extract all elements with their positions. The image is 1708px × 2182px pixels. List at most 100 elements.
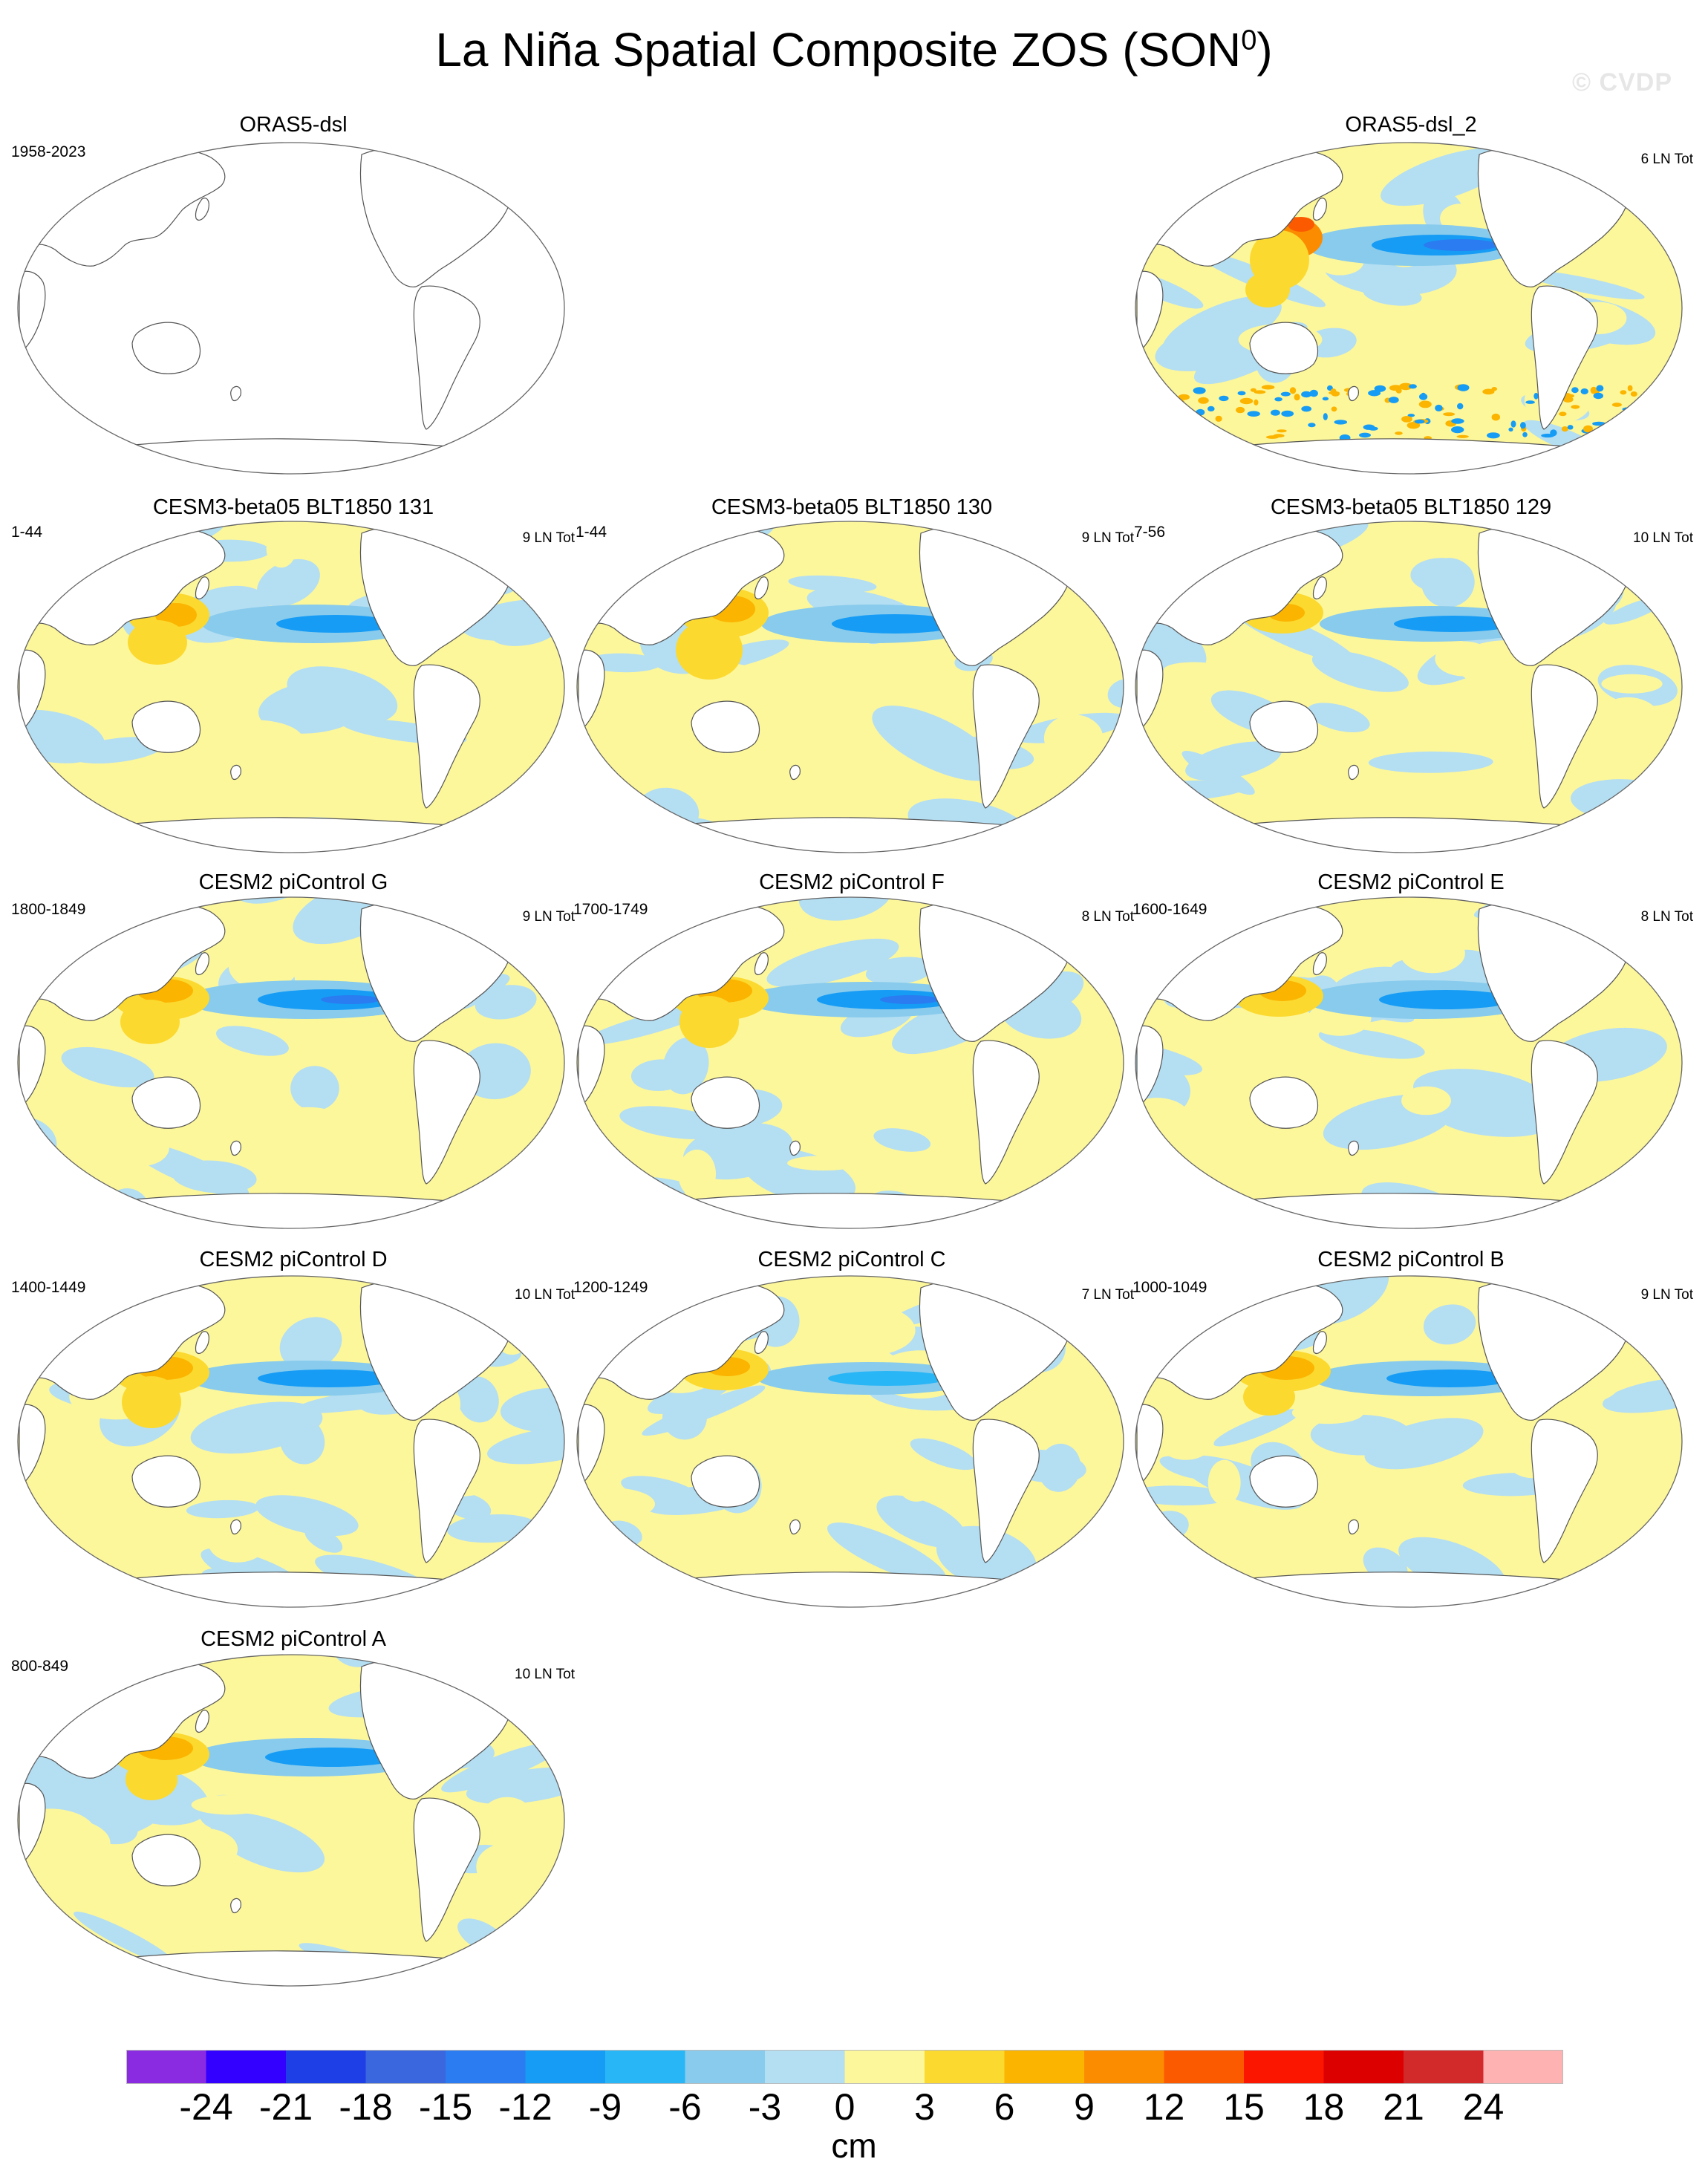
southern-ocean-noise: [1435, 404, 1443, 411]
negative-anomaly-patch: [865, 957, 934, 985]
colorbar-swatch-16: [1323, 2050, 1404, 2084]
colorbar-tick-label: -3: [748, 2086, 782, 2128]
positive-anomaly-patch: [757, 1040, 818, 1061]
southern-ocean-noise: [1274, 397, 1282, 402]
positive-anomaly-patch: [1291, 1401, 1364, 1424]
negative-anomaly-patch: [509, 521, 564, 552]
continent-new-zealand: [230, 1519, 241, 1535]
southern-ocean-noise: [1590, 386, 1597, 394]
panel-title-2: ORAS5-dsl_2: [1345, 113, 1477, 137]
negative-anomaly-patch: [186, 1499, 259, 1519]
southern-ocean-noise: [1294, 394, 1300, 401]
western-pacific-anomaly: [1243, 1378, 1295, 1416]
southern-ocean-noise: [1399, 382, 1412, 391]
continent-africa: [578, 1025, 605, 1110]
colorbar: [126, 2050, 1563, 2084]
continent-south-america: [972, 664, 1040, 809]
southern-ocean-noise: [1654, 404, 1659, 410]
panel-title-10: CESM2 piControl C: [757, 1248, 946, 1271]
continent-antarctica: [18, 438, 564, 474]
negative-anomaly-patch: [441, 1742, 562, 1793]
continent-new-zealand: [789, 1140, 801, 1156]
negative-anomaly-patch: [442, 521, 500, 540]
southern-ocean-noise: [1418, 400, 1432, 408]
positive-anomaly-patch: [1662, 272, 1682, 320]
southern-ocean-noise: [1309, 389, 1318, 397]
colorbar-units: cm: [831, 2126, 877, 2165]
equatorial-pacific-anomaly: [828, 1371, 947, 1386]
equatorial-pacific-anomaly: [276, 615, 395, 633]
positive-anomaly-patch: [1080, 913, 1118, 954]
southern-ocean-noise: [1642, 422, 1651, 428]
southern-ocean-noise: [1308, 423, 1316, 428]
southern-ocean-noise: [1280, 391, 1291, 397]
colorbar-swatch-3: [286, 2050, 366, 2084]
negative-anomaly-patch: [1435, 1099, 1553, 1137]
negative-anomaly-patch: [30, 1765, 135, 1816]
continent-japan: [754, 576, 769, 599]
southern-ocean-noise: [1368, 390, 1381, 397]
panel-count-7: 8 LN Tot: [1081, 909, 1134, 925]
continent-new-zealand: [230, 764, 241, 781]
panel-count-9: 10 LN Tot: [515, 1287, 575, 1303]
globe-outline: [1135, 142, 1683, 475]
colorbar-swatch-11: [925, 2050, 1005, 2084]
panel-count-8: 8 LN Tot: [1640, 909, 1693, 925]
southern-ocean-noise: [1649, 426, 1661, 430]
southern-ocean-noise: [1289, 387, 1297, 394]
negative-anomaly-patch: [1134, 1466, 1135, 1531]
southern-ocean-noise: [1610, 434, 1615, 441]
panel-title-1: ORAS5-dsl: [239, 113, 348, 137]
positive-anomaly-patch: [897, 1461, 936, 1502]
southern-ocean-noise: [1301, 391, 1312, 398]
southern-ocean-noise: [1152, 389, 1157, 394]
continent-africa: [19, 270, 46, 355]
colorbar-swatch-15: [1244, 2050, 1324, 2084]
southern-ocean-noise: [1508, 427, 1513, 431]
southern-ocean-noise: [1596, 385, 1604, 392]
southern-ocean-noise: [1451, 426, 1464, 434]
southern-ocean-noise: [1135, 394, 1139, 403]
southern-ocean-noise: [1395, 431, 1403, 435]
colorbar-swatch-7: [605, 2050, 685, 2084]
continent-japan: [1312, 198, 1327, 221]
positive-anomaly-patch: [191, 1795, 267, 1815]
panel-count-6: 9 LN Tot: [522, 909, 575, 925]
continent-new-zealand: [230, 1898, 241, 1914]
negative-anomaly-patch: [287, 666, 398, 724]
southern-ocean-noise: [1173, 400, 1180, 407]
southern-ocean-noise: [1135, 398, 1141, 404]
equatorial-pacific-anomaly: [1379, 990, 1513, 1009]
southern-ocean-noise: [1135, 427, 1142, 432]
southern-ocean-noise: [1522, 431, 1528, 437]
continent-australia: [131, 1076, 201, 1129]
southern-ocean-noise: [1150, 401, 1157, 409]
continent-new-zealand: [230, 1140, 241, 1156]
negative-anomaly-patch: [1162, 296, 1282, 360]
negative-anomaly-patch: [1306, 703, 1370, 733]
positive-anomaly-patch: [1135, 1309, 1184, 1336]
continent-south-america: [1531, 1419, 1598, 1563]
continent-japan: [754, 1331, 769, 1354]
continent-japan: [195, 576, 209, 599]
southern-ocean-noise: [1261, 385, 1275, 390]
western-pacific-anomaly: [679, 996, 739, 1048]
southern-ocean-noise: [1580, 388, 1588, 394]
southern-ocean-noise: [1491, 387, 1497, 391]
equatorial-pacific-anomaly: [265, 1748, 399, 1767]
panel-map-3: [16, 520, 566, 854]
southern-ocean-noise: [1583, 425, 1593, 433]
continent-africa: [1136, 1025, 1164, 1110]
negative-anomaly-patch: [487, 1426, 564, 1465]
positive-anomaly-patch: [787, 1156, 861, 1171]
southern-ocean-noise: [1254, 399, 1259, 406]
colorbar-tick-label: -6: [668, 2086, 702, 2128]
negative-anomaly-patch: [798, 897, 893, 921]
negative-anomaly-patch: [29, 723, 76, 755]
equatorial-pacific-anomaly: [1394, 616, 1513, 632]
negative-anomaly-patch: [876, 1495, 967, 1548]
continent-greenland: [471, 149, 519, 187]
southern-ocean-noise: [1675, 394, 1682, 400]
continent-greenland: [471, 903, 519, 942]
southern-ocean-noise: [1250, 388, 1256, 392]
